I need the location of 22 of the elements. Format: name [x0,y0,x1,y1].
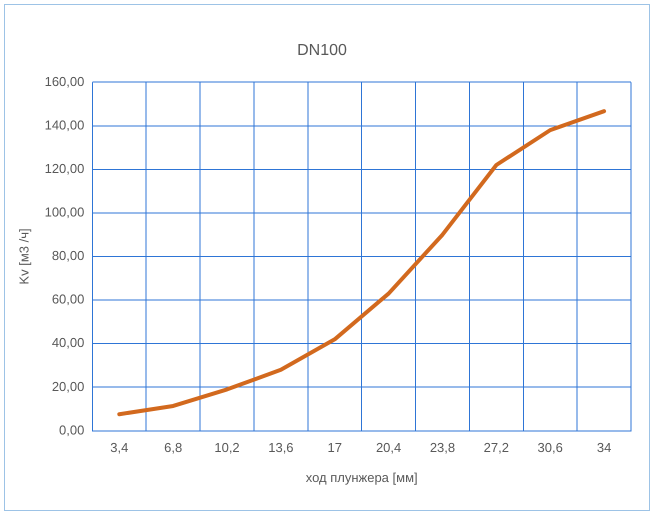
y-tick-label: 80,00 [52,248,84,264]
y-tick-label: 20,00 [52,378,84,394]
y-tick-label: 60,00 [52,292,84,307]
x-tick-label: 23,8 [430,440,456,456]
x-tick-label: 20,4 [376,440,402,456]
x-tick-label: 27,2 [484,440,509,456]
y-tick-label: 160,00 [44,74,84,89]
y-tick-label: 140,00 [44,117,84,132]
x-tick-label: 17 [328,440,342,456]
y-tick-label: 0,00 [59,422,84,438]
x-tick-label: 10,2 [214,440,240,456]
y-axis-title: Kv [м3 /ч] [16,228,32,285]
x-tick-label: 6,8 [164,440,182,456]
x-tick-label: 3,4 [110,440,128,456]
x-tick-label: 13,6 [268,440,294,456]
x-tick-label: 34 [596,440,612,456]
x-tick-label: 30,6 [538,440,563,456]
chart-title: DN100 [297,42,347,60]
x-axis-title: ход плунжера [мм] [306,470,418,485]
y-tick-label: 120,00 [44,160,84,176]
y-tick-label: 40,00 [52,335,84,350]
y-tick-label: 100,00 [44,204,84,220]
